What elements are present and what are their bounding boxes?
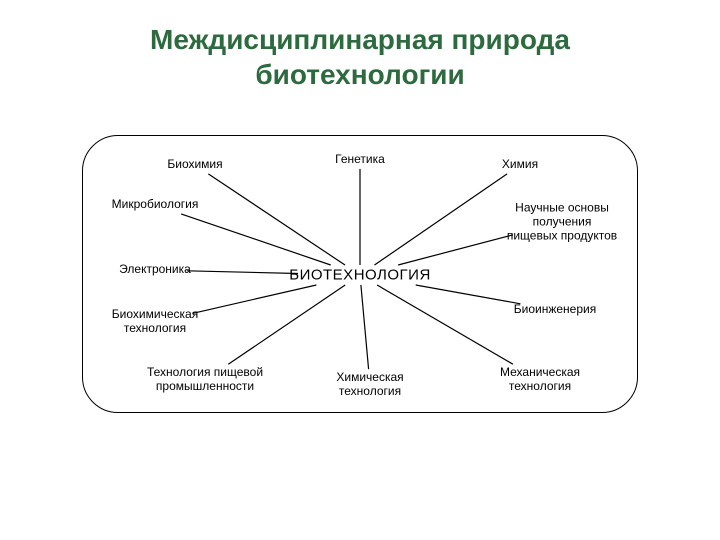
node-genetics: Генетика: [335, 153, 385, 167]
node-bioengineering: Биоинженерия: [514, 303, 596, 317]
center-node-label: БИОТЕХНОЛОГИЯ: [289, 267, 431, 284]
node-electronics: Электроника: [119, 263, 191, 277]
page-title: Междисциплинарная природа биотехнологии: [0, 22, 720, 92]
node-chemistry: Химия: [502, 158, 538, 172]
node-biochem-tech: Биохимическая технология: [112, 308, 198, 336]
title-line1: Междисциплинарная природа: [150, 24, 570, 55]
node-mech-tech: Механическая технология: [500, 366, 580, 394]
node-chem-tech: Химическая технология: [336, 371, 403, 399]
slide: Междисциплинарная природа биотехнологии …: [0, 0, 720, 540]
node-food-tech: Технология пищевой промышленности: [147, 366, 263, 394]
node-food-science: Научные основы получения пищевых продукт…: [507, 201, 617, 242]
node-microbiology: Микробиология: [112, 198, 199, 212]
node-biochemistry: Биохимия: [167, 158, 222, 172]
title-line2: биотехнологии: [255, 59, 464, 90]
